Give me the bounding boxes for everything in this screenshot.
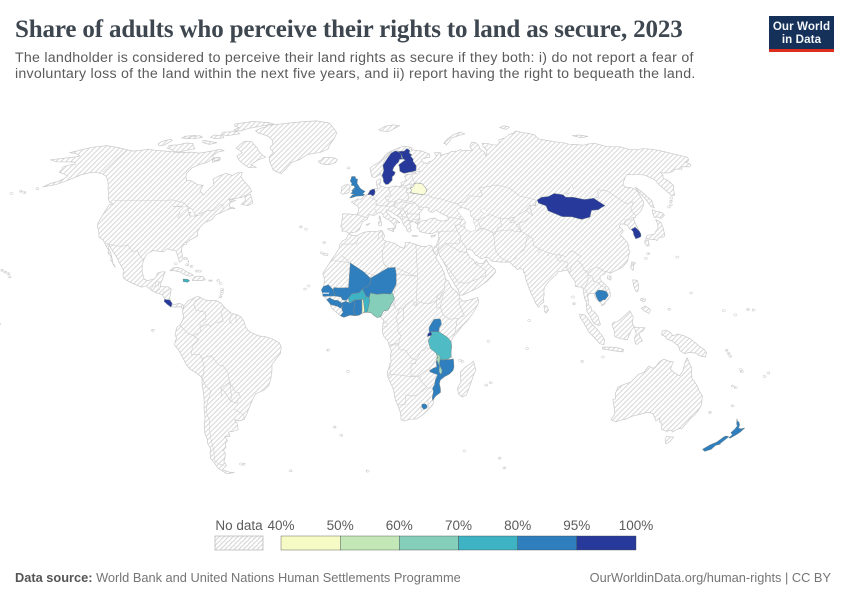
svg-text:95%: 95% — [563, 518, 590, 533]
svg-text:No data: No data — [215, 518, 263, 533]
svg-text:80%: 80% — [504, 518, 531, 533]
svg-text:40%: 40% — [267, 518, 294, 533]
svg-text:60%: 60% — [386, 518, 413, 533]
svg-text:70%: 70% — [445, 518, 472, 533]
svg-text:50%: 50% — [327, 518, 354, 533]
svg-text:100%: 100% — [619, 518, 654, 533]
